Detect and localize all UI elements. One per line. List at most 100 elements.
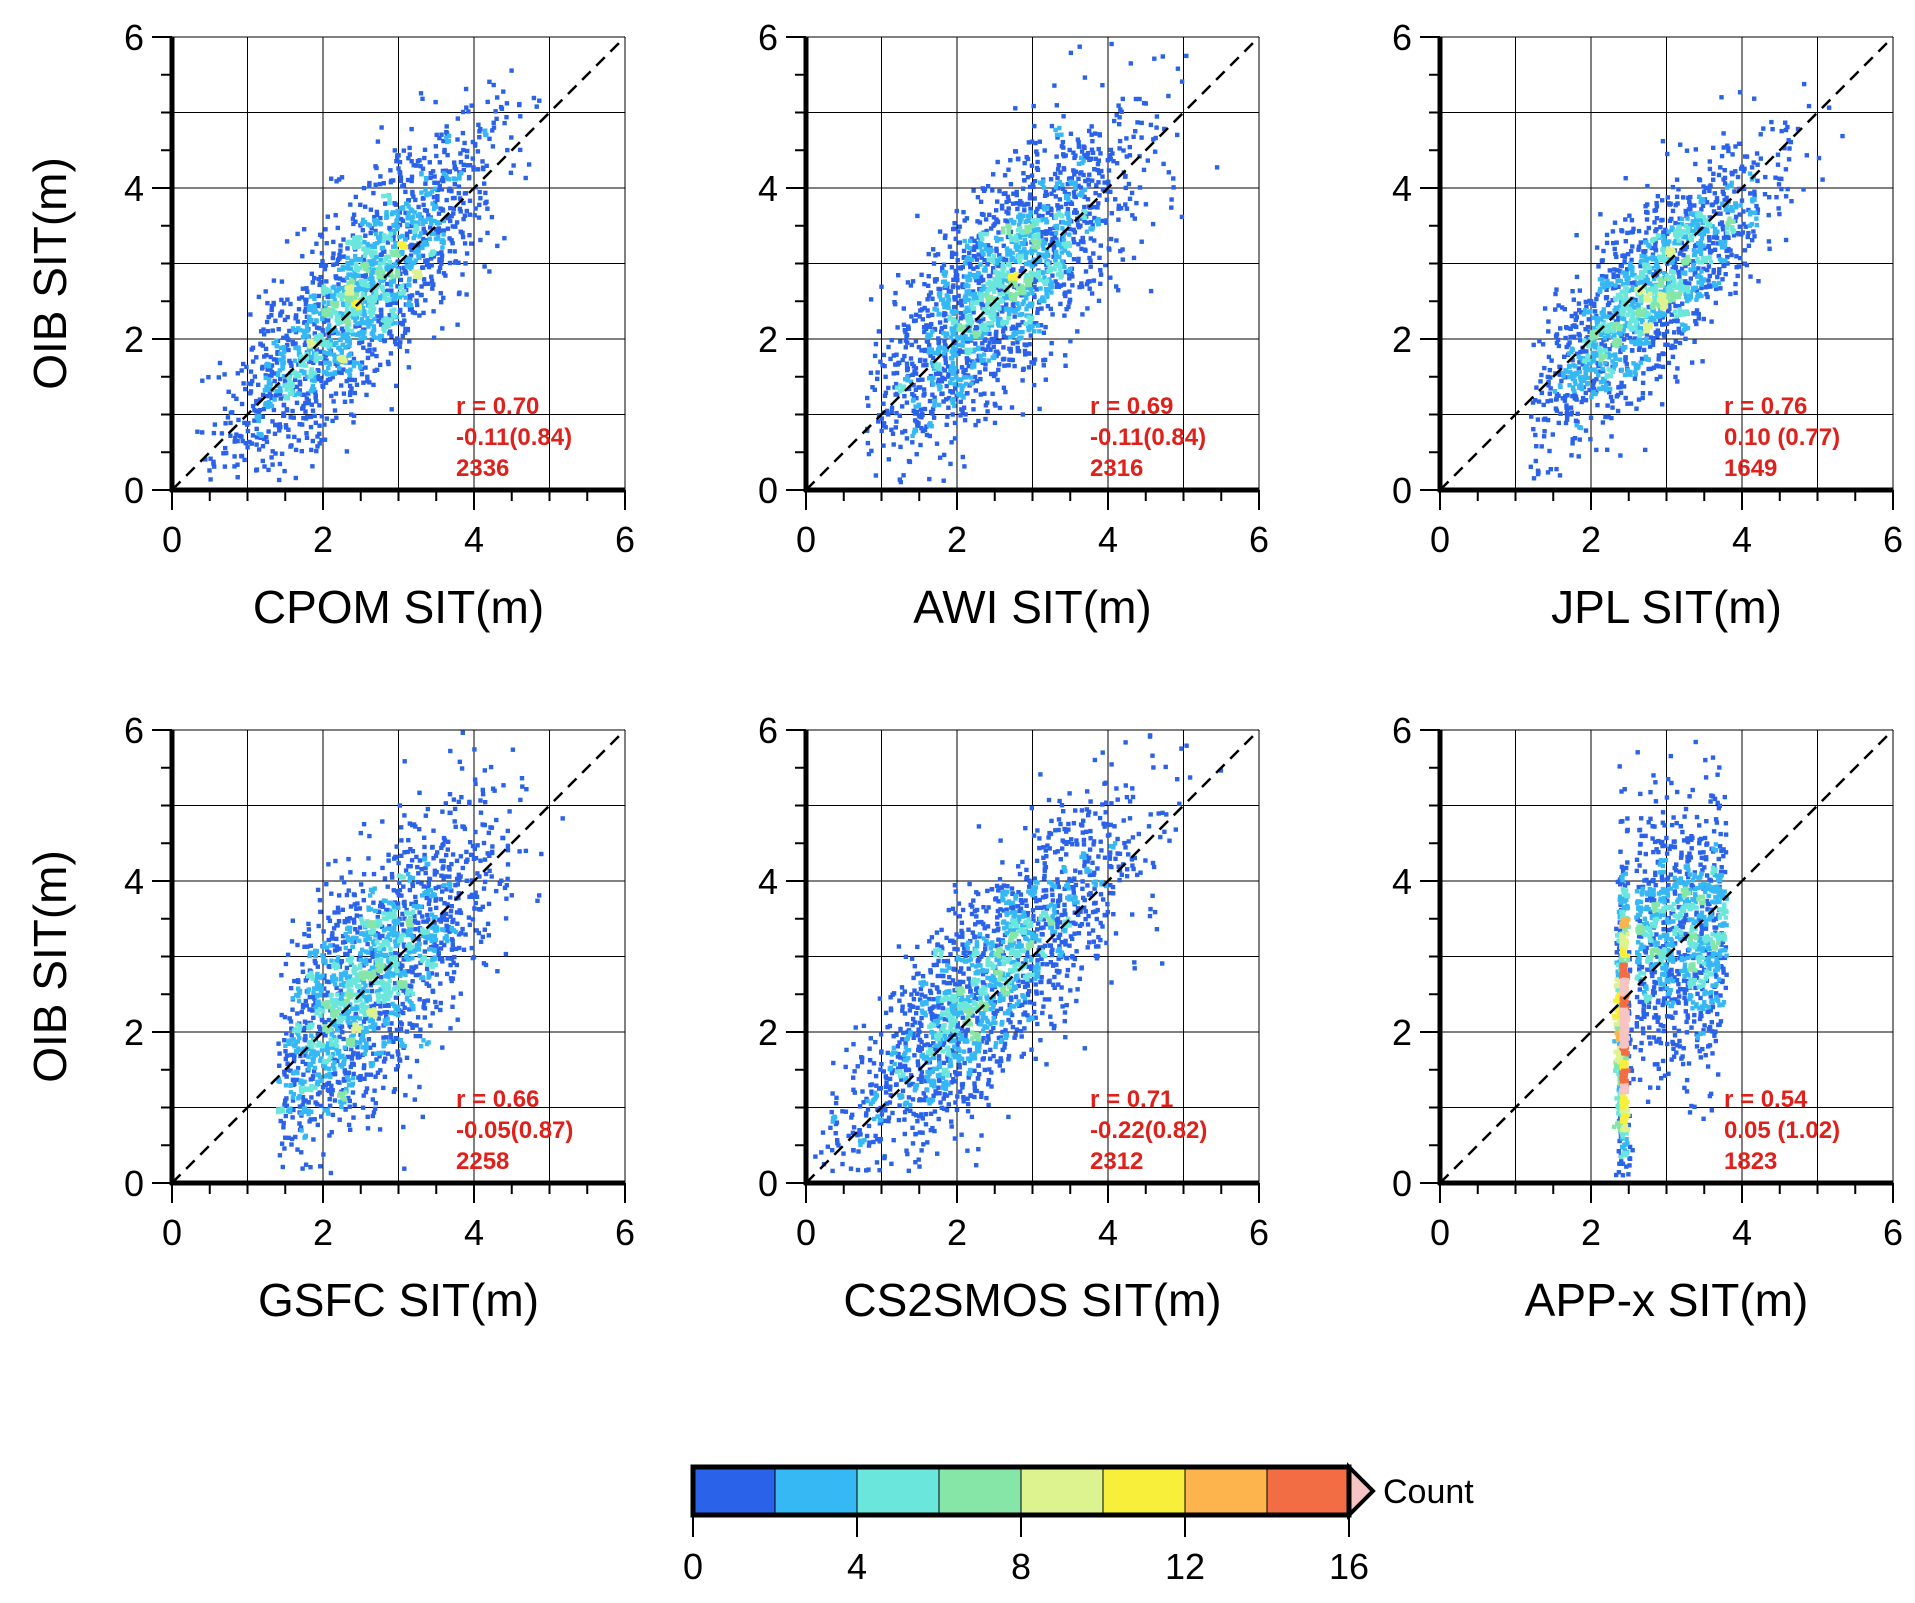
data-point <box>360 331 365 336</box>
data-point <box>927 334 932 340</box>
data-point <box>1012 363 1017 369</box>
data-point <box>451 211 456 216</box>
data-point <box>996 230 1001 235</box>
data-point <box>864 428 870 433</box>
data-point <box>435 251 440 256</box>
data-point <box>989 371 994 377</box>
data-point <box>1558 370 1563 376</box>
data-point <box>910 433 915 439</box>
data-point <box>1714 235 1720 241</box>
data-point <box>308 414 313 420</box>
data-point <box>1651 365 1657 370</box>
data-point <box>422 147 428 152</box>
data-point <box>1000 357 1006 362</box>
data-point <box>345 301 350 306</box>
data-point <box>339 294 344 299</box>
data-point <box>1061 241 1066 247</box>
data-point <box>1608 394 1614 400</box>
data-point <box>1709 202 1714 208</box>
data-point <box>1541 434 1547 439</box>
data-point <box>341 391 347 396</box>
data-point <box>239 368 244 373</box>
data-point <box>358 363 363 368</box>
data-point <box>382 234 387 239</box>
stat-line-3: 2336 <box>456 455 509 482</box>
data-point <box>487 269 492 274</box>
data-point <box>509 68 514 73</box>
data-point <box>1697 273 1702 278</box>
data-point <box>1655 194 1661 199</box>
data-point <box>369 279 374 285</box>
data-point <box>997 188 1002 194</box>
data-point <box>323 263 329 268</box>
data-point <box>1646 225 1651 231</box>
data-point <box>1570 394 1575 399</box>
data-point <box>416 204 421 210</box>
data-point <box>421 218 426 223</box>
data-point <box>1022 249 1027 254</box>
data-point <box>1706 278 1711 283</box>
data-point <box>974 300 979 306</box>
data-point <box>1041 179 1046 184</box>
data-point <box>1662 235 1667 241</box>
data-point <box>949 265 955 270</box>
data-point <box>363 278 368 284</box>
data-point <box>1639 253 1644 259</box>
data-point <box>1006 167 1011 172</box>
data-point <box>328 289 333 294</box>
data-point <box>1019 284 1024 289</box>
data-point <box>927 343 932 348</box>
data-point <box>964 347 969 353</box>
data-point <box>322 422 327 427</box>
data-point <box>937 320 943 325</box>
data-point <box>1043 189 1049 195</box>
data-point <box>336 287 341 292</box>
data-point <box>949 397 955 403</box>
data-point <box>924 424 929 429</box>
data-point <box>260 364 265 370</box>
data-point <box>1563 335 1568 341</box>
data-point <box>368 294 373 300</box>
data-point <box>1139 120 1144 126</box>
data-point <box>1683 336 1688 341</box>
data-point <box>333 274 338 279</box>
data-point <box>932 327 938 332</box>
data-point <box>517 102 522 108</box>
data-point <box>986 358 991 363</box>
data-point <box>875 376 880 382</box>
data-point <box>1567 383 1572 388</box>
data-point <box>1023 229 1028 234</box>
data-point <box>1733 169 1738 174</box>
data-point <box>920 317 925 322</box>
data-point <box>491 82 496 88</box>
data-point <box>297 328 303 333</box>
data-point <box>1673 303 1678 309</box>
data-point <box>937 291 943 297</box>
data-point <box>256 418 261 424</box>
data-point <box>1004 319 1009 325</box>
data-point <box>1682 270 1688 275</box>
data-point <box>426 281 431 286</box>
data-point <box>1548 467 1553 472</box>
data-point <box>935 347 941 352</box>
data-point <box>260 392 266 398</box>
data-point <box>343 331 348 337</box>
data-point <box>372 214 377 220</box>
data-point <box>1594 350 1600 355</box>
data-point <box>1631 273 1636 278</box>
data-point <box>942 343 948 348</box>
data-point <box>462 140 467 146</box>
data-point <box>303 400 308 406</box>
data-point <box>972 347 977 352</box>
data-point <box>410 189 415 195</box>
data-point <box>913 366 919 371</box>
data-point <box>1556 420 1561 426</box>
data-point <box>306 339 311 344</box>
data-point <box>475 167 481 172</box>
data-point <box>1539 444 1544 449</box>
data-point <box>409 223 414 229</box>
data-point <box>868 370 874 375</box>
data-point <box>1062 313 1067 318</box>
data-point <box>1116 206 1121 211</box>
data-point <box>1060 262 1065 267</box>
